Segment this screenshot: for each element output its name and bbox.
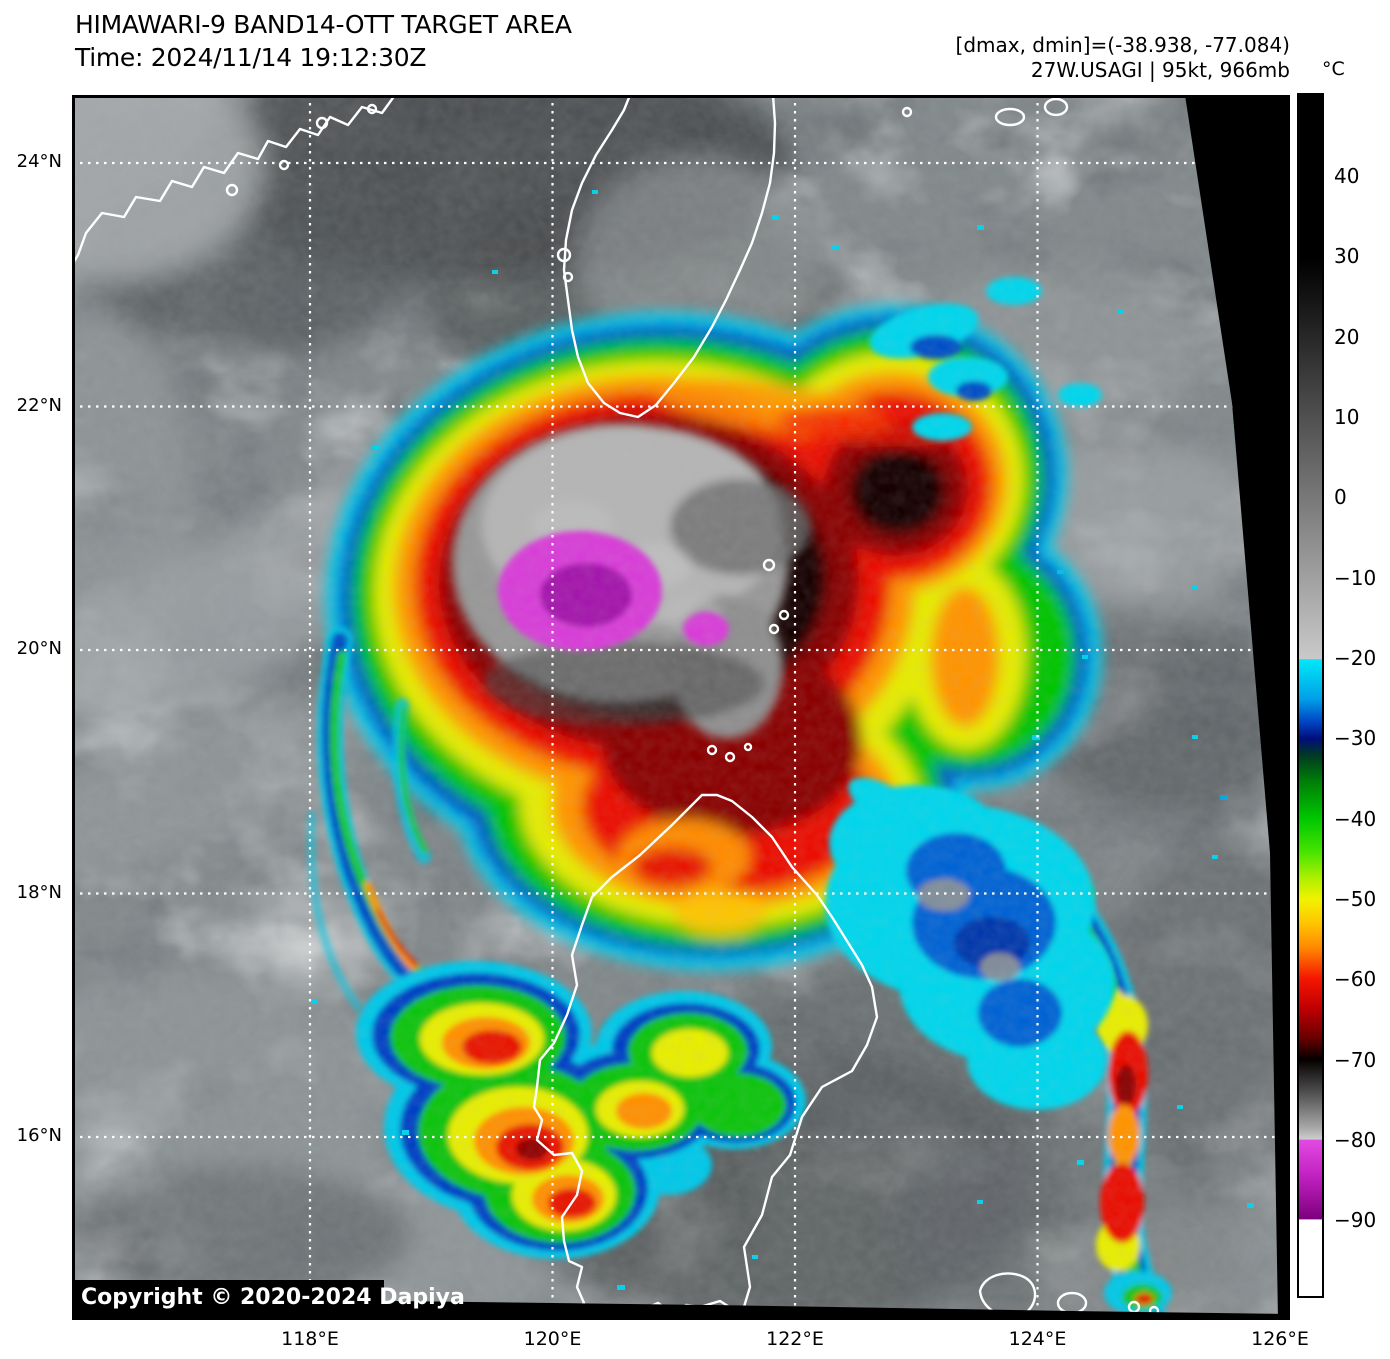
product-title: HIMAWARI-9 BAND14-OTT TARGET AREA — [75, 10, 572, 39]
satellite-image: Copyright © 2020-2024 Dapiya — [0, 50, 1357, 1359]
lat-label-22°N: 22°N — [16, 394, 62, 416]
lon-label-118°E: 118°E — [281, 1328, 339, 1350]
coastline-taiwan — [562, 93, 777, 419]
colorbar-tick-40: 40 — [1334, 164, 1360, 188]
storm-info-block: [dmax, dmin]=(-38.938, -77.084) 27W.USAG… — [690, 33, 1290, 83]
scan-edge-wedge — [1185, 95, 1290, 1320]
china-islet — [278, 159, 290, 171]
colorbar-tick-−70: −70 — [1334, 1047, 1377, 1072]
storm-id-intensity: 27W.USAGI | 95kt, 966mb — [1030, 58, 1290, 82]
colorbar-tick-−40: −40 — [1334, 806, 1377, 831]
babuyan-islet — [706, 744, 718, 756]
colorbar-tick-−80: −80 — [1334, 1127, 1377, 1152]
batanes-islet — [762, 558, 776, 572]
china-islet — [366, 103, 378, 115]
colorbar-tick-20: 20 — [1334, 324, 1360, 349]
lat-label-16°N: 16°N — [16, 1125, 62, 1146]
product-timestamp: Time: 2024/11/14 19:12:30Z — [75, 43, 427, 72]
colorbar-tick-−60: −60 — [1334, 967, 1377, 992]
copyright-text: Copyright © 2020-2024 Dapiya — [81, 1285, 465, 1310]
lon-label-122°E: 122°E — [766, 1328, 824, 1350]
temperature-colorbar — [1297, 93, 1324, 1298]
satellite-map: Copyright © 2020-2024 Dapiya — [0, 50, 1357, 1359]
lat-label-24°N: 24°N — [16, 151, 62, 172]
babuyan-islet — [743, 742, 753, 752]
lat-label-18°N: 18°N — [16, 881, 62, 903]
batanes-islet — [778, 609, 790, 621]
china-islet — [315, 116, 329, 130]
colorbar-tick-−10: −10 — [1334, 565, 1377, 590]
map-border — [72, 95, 1290, 1320]
yaeyama-island — [1043, 97, 1069, 117]
colorbar-tick-30: 30 — [1334, 244, 1360, 269]
colorbar-tick-−50: −50 — [1334, 886, 1377, 911]
lon-label-120°E: 120°E — [523, 1328, 582, 1350]
colorbar-tick-−90: −90 — [1334, 1208, 1377, 1233]
pixel-grain — [72, 95, 1290, 1320]
coastlines — [70, 93, 1160, 1322]
penghu-islet — [562, 271, 574, 283]
china-islet — [225, 183, 239, 197]
graticule — [72, 95, 1290, 1320]
babuyan-islet — [724, 751, 736, 763]
penghu-islet — [556, 247, 572, 263]
coastline-china — [70, 93, 397, 267]
yaeyama-island — [994, 107, 1026, 127]
colorbar-tick-−30: −30 — [1334, 726, 1377, 751]
colorbar-unit-label: °C — [1322, 58, 1345, 80]
lat-label-20°N: 20°N — [16, 638, 62, 659]
lon-label-126°E: 126°E — [1251, 1328, 1309, 1350]
colorbar-tick-0: 0 — [1334, 485, 1347, 510]
colorbar-tick-10: 10 — [1334, 404, 1360, 429]
batanes-islet — [768, 623, 780, 635]
copyright-bar: Copyright © 2020-2024 Dapiya — [72, 1280, 465, 1311]
dmax-dmin-readout: [dmax, dmin]=(-38.938, -77.084) — [955, 33, 1290, 57]
lon-label-124°E: 124°E — [1008, 1328, 1067, 1350]
colorbar-tick-−20: −20 — [1334, 645, 1377, 670]
small-island — [901, 106, 913, 118]
